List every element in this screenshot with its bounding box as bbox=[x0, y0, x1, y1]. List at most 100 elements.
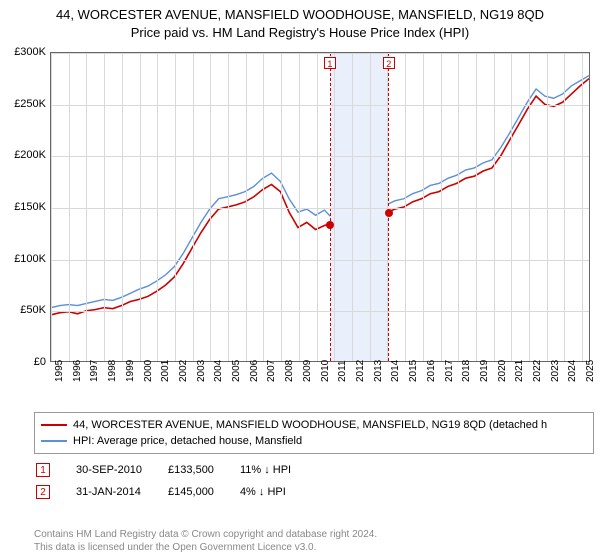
gridline-v bbox=[405, 53, 406, 361]
x-tick-label: 2009 bbox=[302, 360, 313, 382]
y-tick-label: £150K bbox=[0, 201, 46, 213]
legend-swatch bbox=[41, 440, 67, 442]
x-tick-label: 2000 bbox=[143, 360, 154, 382]
chart-title: 44, WORCESTER AVENUE, MANSFIELD WOODHOUS… bbox=[0, 0, 600, 41]
x-tick-label: 2006 bbox=[249, 360, 260, 382]
gridline-v bbox=[246, 53, 247, 361]
x-tick-label: 2021 bbox=[514, 360, 525, 382]
gridline-h bbox=[51, 260, 589, 261]
sale-point bbox=[385, 209, 393, 217]
gridline-v bbox=[193, 53, 194, 361]
gridline-v bbox=[228, 53, 229, 361]
gridline-v bbox=[334, 53, 335, 361]
x-tick-label: 2015 bbox=[408, 360, 419, 382]
gridline-v bbox=[423, 53, 424, 361]
gridline-v bbox=[210, 53, 211, 361]
sale-row: 130-SEP-2010£133,50011% HPI bbox=[36, 460, 315, 480]
chart-area: 1995199619971998199920002001200220032004… bbox=[0, 42, 600, 402]
title-line1: 44, WORCESTER AVENUE, MANSFIELD WOODHOUS… bbox=[0, 6, 600, 24]
y-tick-label: £100K bbox=[0, 253, 46, 265]
legend: 44, WORCESTER AVENUE, MANSFIELD WOODHOUS… bbox=[34, 412, 594, 454]
series-property bbox=[51, 79, 589, 315]
gridline-v bbox=[122, 53, 123, 361]
x-tick-label: 2004 bbox=[213, 360, 224, 382]
x-tick-label: 2017 bbox=[444, 360, 455, 382]
x-tick-label: 2016 bbox=[426, 360, 437, 382]
x-tick-label: 2022 bbox=[532, 360, 543, 382]
gridline-v bbox=[511, 53, 512, 361]
x-tick-label: 2003 bbox=[196, 360, 207, 382]
sale-date: 31-JAN-2014 bbox=[76, 482, 166, 502]
x-tick-label: 2002 bbox=[178, 360, 189, 382]
sale-pct: 4% HPI bbox=[240, 482, 315, 502]
sale-pct: 11% HPI bbox=[240, 460, 315, 480]
x-tick-label: 2005 bbox=[231, 360, 242, 382]
y-tick-label: £50K bbox=[0, 304, 46, 316]
gridline-v bbox=[104, 53, 105, 361]
shaded-range bbox=[330, 53, 389, 361]
gridline-h bbox=[51, 53, 589, 54]
footer-line2: This data is licensed under the Open Gov… bbox=[34, 541, 377, 554]
x-tick-label: 2018 bbox=[461, 360, 472, 382]
gridline-v bbox=[387, 53, 388, 361]
gridline-v bbox=[441, 53, 442, 361]
gridline-v bbox=[458, 53, 459, 361]
x-tick-label: 2020 bbox=[497, 360, 508, 382]
gridline-v bbox=[140, 53, 141, 361]
legend-label: HPI: Average price, detached house, Mans… bbox=[73, 435, 302, 447]
gridline-v bbox=[476, 53, 477, 361]
gridline-v bbox=[317, 53, 318, 361]
gridline-v bbox=[175, 53, 176, 361]
x-tick-label: 2008 bbox=[284, 360, 295, 382]
sale-marker: 1 bbox=[324, 57, 336, 69]
plot-area: 1995199619971998199920002001200220032004… bbox=[50, 52, 590, 362]
gridline-v bbox=[370, 53, 371, 361]
sale-date: 30-SEP-2010 bbox=[76, 460, 166, 480]
gridline-h bbox=[51, 156, 589, 157]
x-tick-label: 1999 bbox=[125, 360, 136, 382]
x-tick-label: 2011 bbox=[337, 360, 348, 382]
x-tick-label: 2010 bbox=[320, 360, 331, 382]
x-tick-label: 2007 bbox=[266, 360, 277, 382]
gridline-h bbox=[51, 208, 589, 209]
gridline-v bbox=[299, 53, 300, 361]
sale-price: £145,000 bbox=[168, 482, 238, 502]
sale-idx: 2 bbox=[36, 482, 74, 502]
gridline-v bbox=[263, 53, 264, 361]
gridline-v bbox=[352, 53, 353, 361]
legend-label: 44, WORCESTER AVENUE, MANSFIELD WOODHOUS… bbox=[73, 419, 547, 431]
y-tick-label: £300K bbox=[0, 46, 46, 58]
arrow-down-icon bbox=[264, 464, 270, 476]
x-tick-label: 2012 bbox=[355, 360, 366, 382]
sale-point bbox=[326, 221, 334, 229]
x-tick-label: 2023 bbox=[550, 360, 561, 382]
gridline-v bbox=[157, 53, 158, 361]
x-tick-label: 1998 bbox=[107, 360, 118, 382]
x-tick-label: 2019 bbox=[479, 360, 490, 382]
x-tick-label: 1996 bbox=[72, 360, 83, 382]
gridline-h bbox=[51, 311, 589, 312]
title-line2: Price paid vs. HM Land Registry's House … bbox=[0, 24, 600, 42]
chart-lines bbox=[51, 53, 589, 361]
sale-idx: 1 bbox=[36, 460, 74, 480]
x-tick-label: 1995 bbox=[54, 360, 65, 382]
x-tick-label: 2025 bbox=[585, 360, 596, 382]
gridline-h bbox=[51, 105, 589, 106]
legend-item: HPI: Average price, detached house, Mans… bbox=[41, 433, 587, 449]
legend-swatch bbox=[41, 424, 67, 426]
series-hpi bbox=[51, 76, 589, 308]
gridline-v bbox=[494, 53, 495, 361]
arrow-down-icon bbox=[259, 486, 265, 498]
gridline-v bbox=[529, 53, 530, 361]
footer-line1: Contains HM Land Registry data © Crown c… bbox=[34, 528, 377, 541]
sale-row: 231-JAN-2014£145,0004% HPI bbox=[36, 482, 315, 502]
legend-item: 44, WORCESTER AVENUE, MANSFIELD WOODHOUS… bbox=[41, 417, 587, 433]
x-tick-label: 1997 bbox=[89, 360, 100, 382]
gridline-v bbox=[564, 53, 565, 361]
gridline-v bbox=[51, 53, 52, 361]
gridline-v bbox=[86, 53, 87, 361]
y-tick-label: £250K bbox=[0, 98, 46, 110]
sale-price: £133,500 bbox=[168, 460, 238, 480]
gridline-v bbox=[547, 53, 548, 361]
y-tick-label: £0 bbox=[0, 356, 46, 368]
